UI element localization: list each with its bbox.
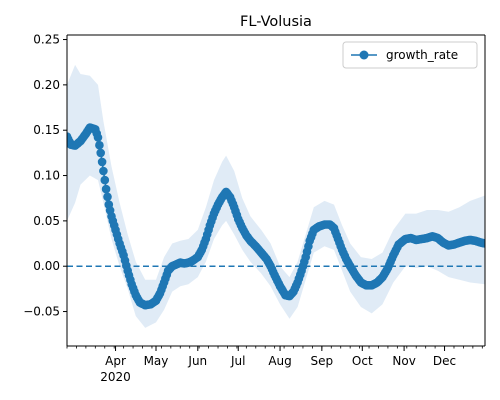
data-point bbox=[101, 184, 111, 194]
y-tick-label: −0.05 bbox=[23, 305, 60, 319]
data-point bbox=[100, 175, 110, 185]
x-tick-label: Jul bbox=[230, 354, 245, 368]
y-tick-label: 0.00 bbox=[33, 259, 60, 273]
data-point bbox=[480, 239, 485, 248]
x-tick-label: Aug bbox=[268, 354, 291, 368]
data-point bbox=[95, 140, 104, 150]
data-point bbox=[103, 192, 112, 202]
y-tick-label: 0.15 bbox=[33, 123, 60, 137]
x-tick-label: Oct bbox=[352, 354, 373, 368]
x-tick-label: Dec bbox=[433, 354, 456, 368]
legend: growth_rate bbox=[342, 41, 478, 69]
data-point bbox=[93, 133, 103, 142]
y-tick-label: 0.20 bbox=[33, 78, 60, 92]
x-tick-label: Apr bbox=[105, 354, 126, 368]
data-point bbox=[99, 166, 108, 176]
legend-box bbox=[342, 41, 478, 69]
x-tick-year-label: 2020 bbox=[100, 370, 131, 384]
x-tick-label: Nov bbox=[392, 354, 415, 368]
data-point bbox=[96, 148, 105, 158]
y-tick-label: 0.25 bbox=[33, 33, 60, 47]
y-tick-label: 0.05 bbox=[33, 214, 60, 228]
x-tick-label: May bbox=[144, 354, 169, 368]
x-tick-label: Sep bbox=[311, 354, 334, 368]
x-tick-label: Jun bbox=[187, 354, 207, 368]
y-tick-label: 0.10 bbox=[33, 169, 60, 183]
legend-label-growth-rate: growth_rate bbox=[386, 48, 458, 62]
data-point bbox=[97, 157, 107, 167]
chart-title: FL-Volusia bbox=[240, 14, 312, 30]
legend-marker bbox=[359, 50, 369, 60]
